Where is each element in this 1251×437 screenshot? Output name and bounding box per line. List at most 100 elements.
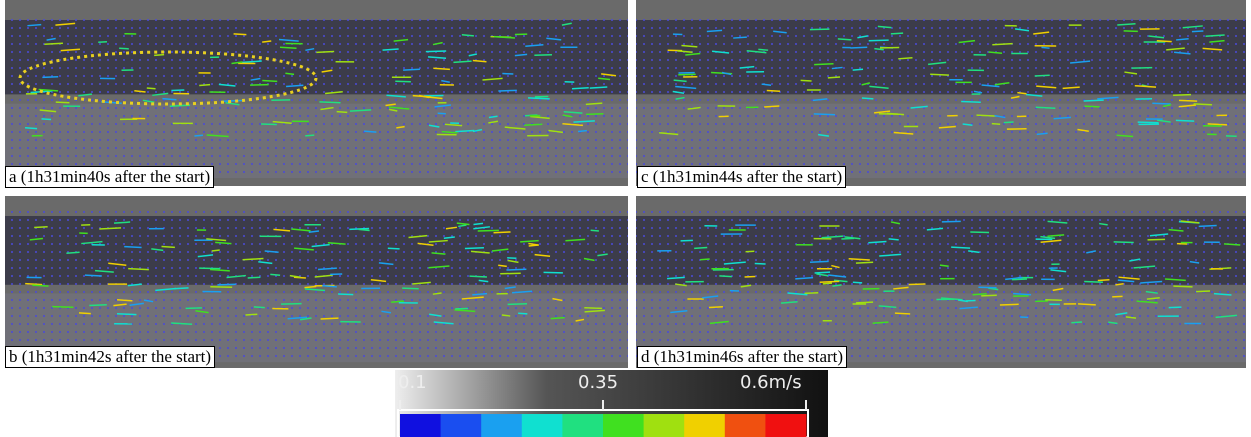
velocity-vector bbox=[456, 222, 470, 226]
velocity-vector bbox=[855, 301, 874, 304]
velocity-vector bbox=[927, 61, 947, 66]
velocity-vector bbox=[1014, 28, 1030, 32]
velocity-vector bbox=[1050, 269, 1067, 273]
velocity-vector bbox=[959, 306, 978, 310]
velocity-vector bbox=[874, 110, 891, 114]
colorbar-tick-label: 0.1 bbox=[398, 372, 427, 393]
velocity-vector bbox=[958, 39, 976, 44]
velocity-vector bbox=[739, 65, 755, 69]
velocity-vector bbox=[898, 56, 913, 60]
velocity-vector bbox=[473, 226, 490, 230]
velocity-vector bbox=[872, 321, 889, 325]
velocity-vector bbox=[809, 260, 829, 263]
velocity-vector bbox=[127, 283, 142, 287]
highlight-ellipse bbox=[18, 50, 318, 106]
velocity-vector bbox=[245, 313, 258, 316]
velocity-vector bbox=[1003, 121, 1014, 124]
velocity-vector bbox=[1196, 290, 1211, 293]
velocity-vector bbox=[370, 278, 387, 283]
velocity-vector bbox=[32, 284, 49, 287]
velocity-vector bbox=[81, 240, 103, 245]
velocity-vector bbox=[387, 247, 400, 250]
velocity-vector bbox=[711, 50, 730, 54]
velocity-vector bbox=[469, 275, 487, 278]
velocity-vector bbox=[857, 35, 868, 39]
velocity-vector bbox=[173, 287, 189, 290]
velocity-vector bbox=[38, 88, 59, 92]
velocity-vector bbox=[968, 250, 980, 254]
velocity-vector bbox=[388, 106, 410, 110]
velocity-vector bbox=[320, 106, 334, 111]
velocity-vector bbox=[324, 90, 343, 95]
velocity-vector bbox=[548, 129, 564, 134]
velocity-vector bbox=[746, 50, 767, 54]
velocity-vector bbox=[218, 83, 236, 87]
velocity-vector bbox=[888, 238, 899, 241]
velocity-vector bbox=[822, 282, 833, 285]
velocity-vector bbox=[809, 28, 830, 31]
piv-grid bbox=[5, 15, 628, 176]
velocity-vector bbox=[994, 114, 1006, 119]
velocity-vector bbox=[215, 241, 232, 245]
panel-label: c (1h31min44s after the start) bbox=[637, 166, 847, 188]
velocity-vector bbox=[1078, 303, 1096, 306]
velocity-vector bbox=[562, 114, 573, 118]
velocity-vector bbox=[1149, 233, 1169, 237]
velocity-vector bbox=[598, 77, 611, 81]
velocity-vector bbox=[1099, 222, 1108, 226]
velocity-vector bbox=[226, 274, 246, 279]
velocity-vector bbox=[84, 274, 102, 277]
velocity-vector bbox=[1215, 314, 1238, 319]
velocity-vector bbox=[589, 86, 608, 89]
velocity-vector bbox=[981, 294, 997, 297]
velocity-vector bbox=[1077, 128, 1089, 132]
velocity-vector bbox=[795, 276, 814, 280]
velocity-vector bbox=[852, 68, 864, 71]
velocity-vector bbox=[113, 303, 127, 307]
velocity-vector bbox=[577, 129, 587, 133]
velocity-vector bbox=[894, 312, 911, 315]
velocity-vector bbox=[1124, 71, 1138, 75]
velocity-vector bbox=[1182, 25, 1203, 29]
velocity-vector bbox=[78, 93, 93, 97]
velocity-vector bbox=[34, 226, 48, 229]
velocity-vector bbox=[321, 69, 333, 73]
velocity-vector bbox=[1205, 34, 1225, 37]
velocity-vector bbox=[322, 284, 337, 288]
velocity-vector bbox=[1164, 278, 1186, 282]
velocity-vector bbox=[468, 53, 478, 57]
velocity-vector bbox=[52, 305, 74, 309]
colorbar-swatch bbox=[724, 414, 766, 437]
velocity-vector bbox=[272, 120, 292, 125]
velocity-vector bbox=[378, 262, 394, 266]
velocity-vector bbox=[162, 97, 177, 101]
velocity-vector bbox=[832, 284, 842, 287]
velocity-vector bbox=[1178, 104, 1197, 108]
velocity-vector bbox=[878, 305, 897, 309]
velocity-vector bbox=[142, 99, 155, 104]
panel-label: a (1h31min40s after the start) bbox=[5, 166, 215, 188]
velocity-vector bbox=[1180, 220, 1200, 224]
velocity-vector bbox=[1156, 39, 1172, 43]
velocity-vector bbox=[432, 41, 443, 46]
velocity-vector bbox=[868, 240, 887, 244]
velocity-vector bbox=[262, 40, 272, 43]
velocity-vector bbox=[441, 130, 458, 134]
velocity-vector bbox=[454, 309, 476, 313]
panel-label: d (1h31min46s after the start) bbox=[637, 346, 848, 368]
velocity-vector bbox=[1034, 74, 1050, 77]
velocity-vector bbox=[491, 248, 509, 252]
velocity-vector bbox=[507, 259, 519, 264]
velocity-vector bbox=[493, 231, 511, 234]
velocity-vector bbox=[1175, 119, 1195, 122]
velocity-vector bbox=[1025, 93, 1043, 97]
velocity-vector bbox=[561, 22, 572, 26]
velocity-vector bbox=[754, 262, 766, 265]
velocity-vector bbox=[992, 42, 1013, 46]
velocity-vector bbox=[152, 92, 169, 97]
velocity-vector bbox=[562, 122, 583, 127]
velocity-vector bbox=[773, 30, 787, 34]
colorbar-tick-label: 0.35 bbox=[578, 372, 619, 393]
velocity-vector bbox=[258, 260, 273, 265]
velocity-vector bbox=[850, 46, 868, 49]
